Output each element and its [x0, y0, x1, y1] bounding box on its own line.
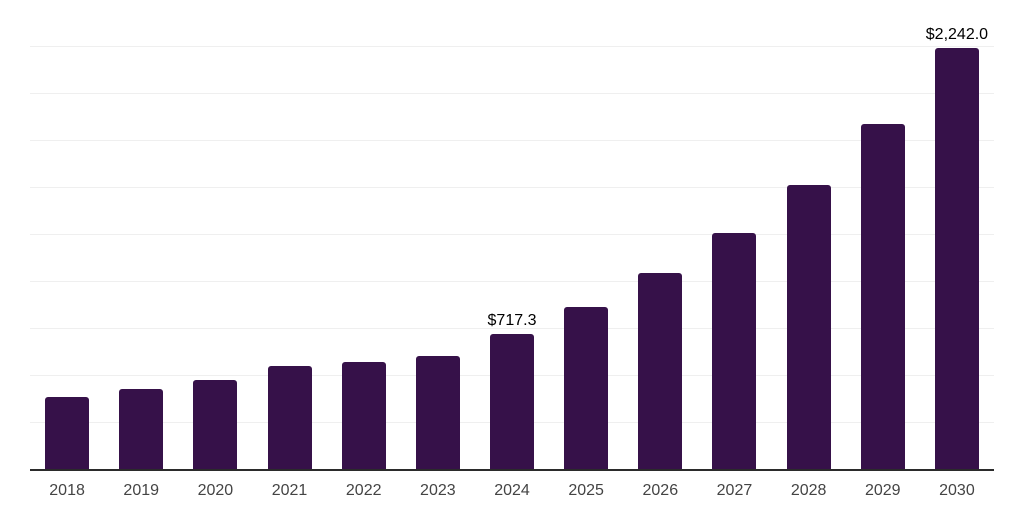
bar-2020[interactable]: [193, 380, 238, 469]
x-tick-2026: 2026: [642, 482, 679, 499]
x-tick-2021: 2021: [271, 482, 308, 499]
bar-2023[interactable]: [415, 356, 460, 469]
bar-2022[interactable]: [341, 362, 386, 469]
gridline: [30, 140, 994, 141]
bar-2018[interactable]: [45, 397, 90, 469]
bar-2028[interactable]: [786, 184, 831, 469]
x-tick-2020: 2020: [197, 482, 234, 499]
gridline: [30, 234, 994, 235]
x-tick-2022: 2022: [345, 482, 382, 499]
bar-2019[interactable]: [119, 388, 164, 469]
x-tick-2018: 2018: [49, 482, 85, 499]
x-tick-2025: 2025: [568, 482, 604, 499]
gridline: [30, 187, 994, 188]
x-tick-2029: 2029: [864, 482, 901, 499]
x-axis: 2018 2019 2020 2021 2022 2023 2024 2025 2026 2027…: [30, 471, 994, 512]
bar-2027[interactable]: [712, 233, 757, 469]
plot-area: $717.3 $2,242.0: [30, 0, 994, 471]
bar-2025[interactable]: [564, 307, 609, 469]
bar-2021[interactable]: [267, 365, 312, 469]
x-axis-line: [30, 469, 994, 471]
bar-2029[interactable]: [860, 123, 905, 469]
x-tick-2028: 2028: [790, 482, 827, 499]
gridline: [30, 46, 994, 47]
value-label-2024: $717.3: [487, 312, 537, 330]
value-label-2030: $2,242.0: [925, 25, 989, 43]
gridline: [30, 281, 994, 282]
x-tick-2030: 2030: [939, 482, 975, 499]
gridline: [30, 328, 994, 329]
x-tick-2027: 2027: [716, 482, 753, 499]
bar-2026[interactable]: [638, 273, 683, 469]
bar-2030[interactable]: [934, 47, 979, 469]
x-tick-2024: 2024: [494, 482, 530, 499]
x-tick-2023: 2023: [420, 482, 456, 499]
bar-2024[interactable]: [490, 334, 534, 469]
gridline: [30, 93, 994, 94]
x-tick-2019: 2019: [123, 482, 160, 499]
